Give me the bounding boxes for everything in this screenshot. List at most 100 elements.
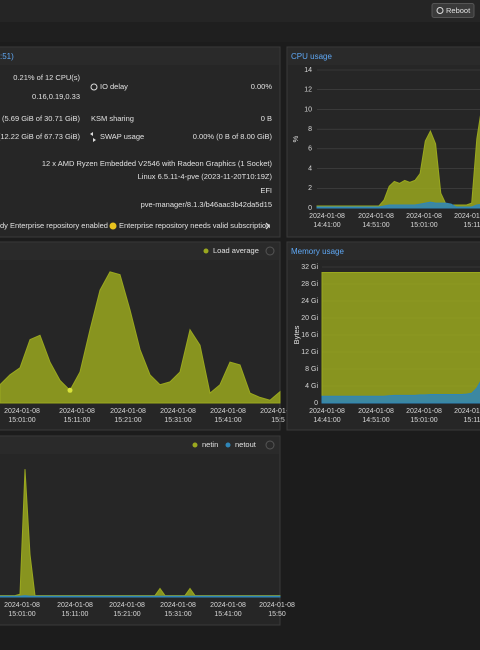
x-tick-time: 15:5: [271, 417, 285, 424]
x-tick-time: 15:11: [464, 417, 480, 424]
x-tick-date: 2024-01-08: [309, 213, 345, 220]
area-series: [321, 381, 480, 404]
area-series: [316, 201, 480, 209]
x-tick-time: 15:50: [268, 611, 286, 618]
x-tick-time: 14:41:00: [313, 417, 340, 424]
legend-dot: [192, 442, 198, 448]
swap-value: 0.00% (0 B of 8.00 GiB): [193, 132, 273, 141]
x-tick-time: 15:41:00: [214, 417, 241, 424]
status-header: [0, 48, 279, 65]
x-tick-date: 2024-01-08: [210, 602, 246, 609]
y-tick-label: 4 Gi: [305, 383, 318, 390]
x-tick-time: 14:51:00: [362, 417, 389, 424]
hover-point: [67, 387, 73, 393]
x-tick-time: 15:11:00: [64, 417, 91, 424]
x-tick-time: 15:11: [464, 222, 480, 229]
x-tick-time: 15:11:00: [62, 611, 89, 618]
warning-icon: [109, 222, 117, 230]
area-series: [0, 469, 281, 598]
y-tick-label: 6: [308, 146, 312, 153]
x-tick-date: 2024-01-08: [110, 408, 146, 415]
x-tick-date: 2024-01-08: [358, 213, 394, 220]
chart-header: [0, 243, 279, 260]
y-tick-label: 4: [308, 165, 312, 172]
swap-label: SWAP usage: [100, 132, 144, 141]
x-tick-date: 2024-01-08: [406, 213, 442, 220]
x-tick-date: 2024-01-08: [160, 408, 196, 415]
toolbar: [0, 22, 480, 42]
io-value: 0.00%: [251, 82, 273, 91]
load-value: 0.16,0.19,0.33: [32, 92, 80, 101]
chart-title: CPU usage: [291, 52, 332, 61]
y-tick-label: 16 Gi: [301, 332, 318, 339]
boot-mode: EFI: [260, 186, 272, 195]
x-tick-date: 2024-01-08: [358, 408, 394, 415]
x-tick-date: 2024-01-08: [109, 602, 145, 609]
x-tick-date: 2024-01-08: [57, 602, 93, 609]
x-tick-date: 2024-01-08: [59, 408, 95, 415]
top-bar: [0, 0, 480, 22]
y-tick-label: 32 Gi: [301, 264, 318, 271]
legend-label: netin: [202, 440, 218, 449]
repo-warning[interactable]: Enterprise repository needs valid subscr…: [119, 221, 270, 230]
x-tick-date: 2024-01-08: [259, 602, 295, 609]
x-tick-date: 2024-01-08: [160, 602, 196, 609]
y-tick-label: 20 Gi: [301, 315, 318, 322]
area-series: [316, 115, 480, 209]
cpu-value: 0.21% of 12 CPU(s): [13, 73, 80, 82]
legend-toggle[interactable]: [265, 440, 275, 450]
y-tick-label: 0: [314, 400, 318, 407]
kernel: Linux 6.5.11-4-pve (2023-11-20T10:19Z): [138, 172, 273, 181]
x-tick-time: 15:01:00: [410, 222, 437, 229]
legend-label: Load average: [213, 246, 259, 255]
y-tick-label: 8 Gi: [305, 366, 318, 373]
chart-header: [0, 437, 279, 454]
hd-value: (12.22 GiB of 67.73 GiB): [0, 132, 80, 141]
x-tick-date: 2024-01-08: [454, 213, 480, 220]
legend-label: netout: [235, 440, 257, 449]
x-tick-date: 2024-01-08: [406, 408, 442, 415]
y-tick-label: 12 Gi: [301, 349, 318, 356]
x-tick-time: 15:21:00: [114, 417, 141, 424]
reboot-button[interactable]: [431, 3, 475, 18]
x-tick-time: 15:01:00: [8, 611, 35, 618]
manager-version: pve-manager/8.1.3/b46aac3b42da5d15: [141, 200, 272, 209]
y-tick-label: 8: [308, 126, 312, 133]
y-tick-label: 14: [304, 67, 312, 74]
ksm-label: KSM sharing: [91, 114, 134, 123]
area-series: [321, 272, 480, 404]
cpu-model: 12 x AMD Ryzen Embedded V2546 with Radeo…: [42, 159, 273, 168]
x-tick-time: 14:51:00: [362, 222, 389, 229]
status-panel: [0, 46, 281, 238]
repo-status: dy Enterprise repository enabled: [0, 221, 108, 230]
legend-dot: [203, 248, 209, 254]
x-tick-date: 2024-01-08: [454, 408, 480, 415]
legend-toggle[interactable]: [265, 246, 275, 256]
x-tick-date: 2024-01-08: [309, 408, 345, 415]
x-tick-date: 2024-01-08: [260, 408, 296, 415]
y-tick-label: 24 Gi: [301, 298, 318, 305]
chart-panel: [0, 435, 281, 626]
x-tick-time: 15:01:00: [410, 417, 437, 424]
y-tick-label: 12: [304, 87, 312, 94]
area-series: [0, 595, 281, 598]
reboot-label[interactable]: Reboot: [446, 6, 471, 15]
swap-icon: [90, 132, 96, 142]
x-tick-date: 2024-01-08: [4, 408, 40, 415]
x-tick-time: 15:41:00: [214, 611, 241, 618]
y-tick-label: 2: [308, 185, 312, 192]
legend-dot: [225, 442, 231, 448]
chart-title: Memory usage: [291, 247, 344, 256]
status-title: :51): [0, 52, 14, 61]
y-axis-label: %: [291, 135, 300, 142]
x-tick-time: 14:41:00: [313, 222, 340, 229]
x-tick-date: 2024-01-08: [4, 602, 40, 609]
x-tick-time: 15:21:00: [113, 611, 140, 618]
io-icon: [90, 83, 98, 91]
chart-header: [288, 243, 480, 260]
chevron: [265, 222, 270, 230]
y-axis-label: Bytes: [292, 325, 301, 344]
x-tick-date: 2024-01-08: [210, 408, 246, 415]
x-tick-time: 15:31:00: [164, 611, 191, 618]
